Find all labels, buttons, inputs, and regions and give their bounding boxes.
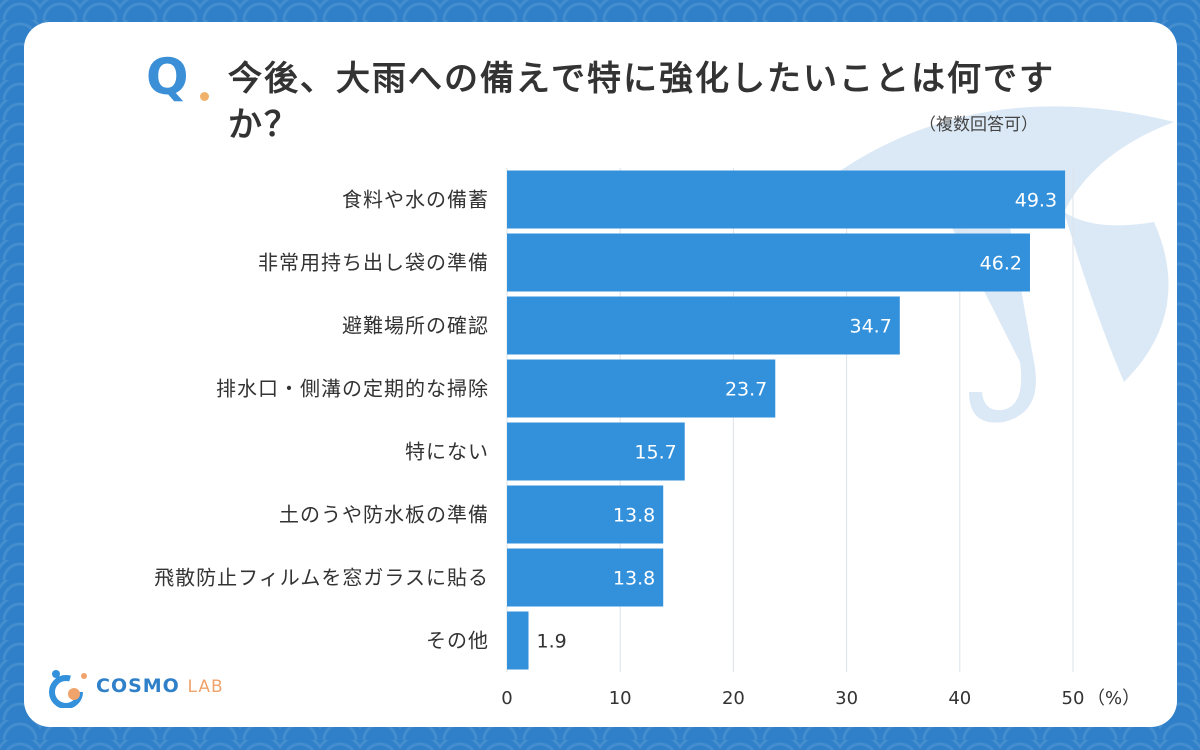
cosmo-lab-logo: COSMO LAB xyxy=(46,668,246,709)
multiple-answer-note: （複数回答可） xyxy=(919,115,1038,135)
category-label: 非常用持ち出し袋の準備 xyxy=(258,251,489,275)
data-label: 15.7 xyxy=(634,442,676,464)
chart-card: Q 今後、大雨への備えで特に強化したいことは何ですか？ （複数回答可） 0 10 2… xyxy=(24,22,1177,727)
bar xyxy=(507,233,1030,292)
chart-title: 今後、大雨への備えで特に強化したいことは何ですか？ xyxy=(228,59,1055,145)
bar xyxy=(507,296,900,355)
data-label: 13.8 xyxy=(613,568,655,590)
category-label: 特にない xyxy=(405,440,489,464)
logo-name-part2: LAB xyxy=(187,677,224,697)
bar xyxy=(507,170,1066,229)
x-tick-label: 0 xyxy=(501,688,512,709)
category-label: その他 xyxy=(426,629,489,653)
logo-name-part1: COSMO xyxy=(96,675,180,697)
bar xyxy=(507,548,664,607)
x-tick-label: 30 xyxy=(835,688,858,709)
data-label: 34.7 xyxy=(849,316,891,338)
category-label: 避難場所の確認 xyxy=(342,314,489,338)
data-label: 13.8 xyxy=(613,505,655,527)
bar xyxy=(507,611,529,670)
data-label: 46.2 xyxy=(980,253,1022,275)
logo-text: COSMO LAB xyxy=(96,675,224,697)
x-tick-label: 20 xyxy=(722,688,745,709)
bar-chart: 0 10 20 30 40 50 （%） 食料や水の備蓄 49.3 非常用持ち出し袋の準備 46.2… xyxy=(154,168,1140,709)
x-unit-label: （%） xyxy=(1087,688,1140,709)
category-label: 飛散防止フィルムを窓ガラスに貼る xyxy=(154,566,489,590)
category-label: 食料や水の備蓄 xyxy=(342,188,489,212)
x-tick-label: 50 xyxy=(1062,688,1085,709)
category-label: 排水口・側溝の定期的な掃除 xyxy=(216,377,489,401)
category-label: 土のうや防水板の準備 xyxy=(279,503,489,527)
question-dot-icon xyxy=(200,92,209,101)
bar xyxy=(507,422,685,481)
question-mark-label: Q xyxy=(146,48,190,106)
data-label: 1.9 xyxy=(537,631,567,653)
x-tick-label: 40 xyxy=(948,688,971,709)
data-label: 23.7 xyxy=(725,379,767,401)
cosmo-lab-logo-icon xyxy=(49,670,87,709)
x-tick-label: 10 xyxy=(609,688,632,709)
data-label: 49.3 xyxy=(1015,190,1057,212)
bar xyxy=(507,359,776,418)
bar xyxy=(507,485,664,544)
